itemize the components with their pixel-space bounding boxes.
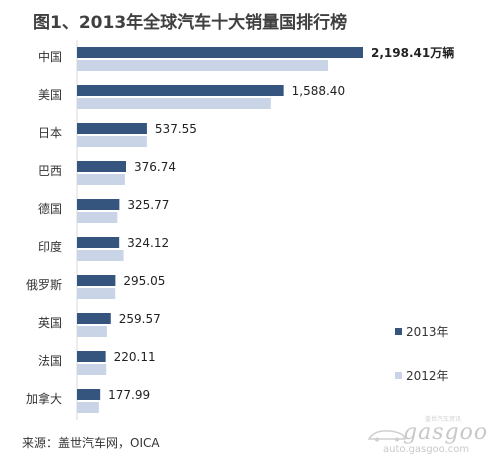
- bar-2013: [77, 313, 111, 324]
- bar-2012: [77, 136, 147, 147]
- category-label: 印度: [38, 239, 62, 254]
- bar-2013: [77, 237, 120, 248]
- category-label: 德国: [38, 201, 62, 216]
- data-label: 324.12: [127, 236, 169, 250]
- bar-2013: [77, 123, 147, 134]
- bar-2012: [77, 364, 107, 375]
- data-label: 325.77: [127, 198, 169, 212]
- gasgoo-watermark: 盖世汽车资讯 gasgoo auto.gasgoo.com: [367, 414, 487, 458]
- chart-title: 图1、2013年全球汽车十大销量国排行榜: [33, 13, 348, 33]
- category-label: 美国: [38, 88, 62, 102]
- bar-2013: [77, 275, 116, 286]
- bar-2012: [77, 98, 271, 109]
- bar-2012: [77, 402, 99, 413]
- data-label: 1,588.40: [292, 84, 345, 98]
- bar-2012: [77, 60, 329, 71]
- legend-label: 2013年: [406, 325, 449, 339]
- watermark-small-text: 盖世汽车资讯: [425, 416, 462, 423]
- data-label: 295.05: [123, 274, 165, 288]
- data-label: 376.74: [134, 160, 176, 174]
- bar-2013: [77, 389, 101, 400]
- category-label: 法国: [38, 354, 62, 368]
- bar-2012: [77, 250, 124, 261]
- data-label: 259.57: [119, 312, 161, 326]
- category-label: 加拿大: [26, 391, 62, 406]
- bar-2013: [77, 85, 284, 96]
- bar-2013: [77, 199, 120, 210]
- category-label: 俄罗斯: [26, 278, 62, 292]
- car-logo-icon: [367, 430, 407, 442]
- watermark-logo-text: gasgoo: [403, 420, 489, 445]
- legend-swatch: [395, 328, 402, 335]
- data-label: 2,198.41万辆: [371, 45, 454, 60]
- bar-2012: [77, 212, 118, 223]
- data-label: 220.11: [114, 350, 156, 364]
- bar-2012: [77, 288, 116, 299]
- category-label: 日本: [38, 126, 62, 140]
- data-label: 177.99: [108, 388, 150, 402]
- bar-2012: [77, 174, 125, 185]
- category-label: 英国: [38, 316, 62, 330]
- bar-2012: [77, 326, 107, 337]
- data-label: 537.55: [155, 122, 197, 136]
- category-label: 巴西: [38, 164, 62, 178]
- category-label: 中国: [38, 49, 62, 64]
- bar-2013: [77, 351, 106, 362]
- bar-2013: [77, 161, 127, 172]
- source-note: 来源：盖世汽车网，OICA: [22, 436, 160, 450]
- watermark-url: auto.gasgoo.com: [383, 444, 470, 455]
- bar-2013: [77, 47, 363, 58]
- legend-label: 2012年: [406, 369, 449, 383]
- legend-swatch: [395, 372, 402, 379]
